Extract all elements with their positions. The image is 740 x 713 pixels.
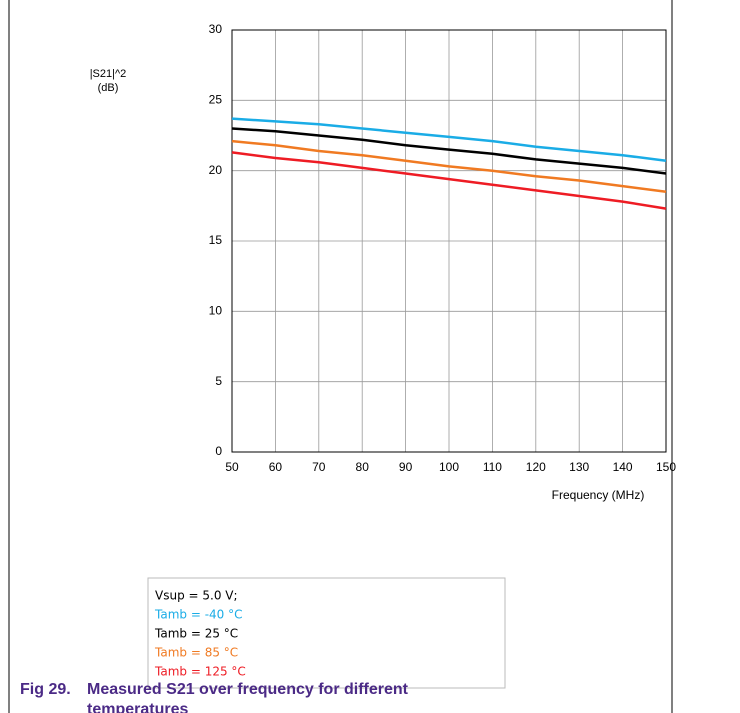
caption-line: temperatures <box>87 701 188 713</box>
y-tick-label: 10 <box>209 304 223 318</box>
plot-border <box>231 29 667 453</box>
legend-entry: Tamb = 125 °C <box>154 665 246 679</box>
x-tick-label: 70 <box>312 460 326 474</box>
y-tick-label: 15 <box>209 233 223 247</box>
series-line <box>231 139 667 194</box>
caption-line: Measured S21 over frequency for differen… <box>87 681 409 698</box>
y-axis-label: |S21|^2 <box>90 68 127 80</box>
legend: Vsup = 5.0 V; Tamb = -40 °C Tamb = 25 °C T… <box>154 589 246 679</box>
x-tick-label: 100 <box>439 460 459 474</box>
y-tick-label: 20 <box>209 163 223 177</box>
x-tick-label: 120 <box>526 460 546 474</box>
legend-entry: Tamb = 25 °C <box>154 627 238 641</box>
legend-entry: Tamb = 85 °C <box>154 646 238 660</box>
y-tick-label: 5 <box>215 374 222 388</box>
x-tick-label: 110 <box>483 460 502 474</box>
x-tick-label: 60 <box>269 460 283 474</box>
x-tick-label: 50 <box>225 460 239 474</box>
x-tick-label: 80 <box>356 460 370 474</box>
legend-box <box>147 577 506 689</box>
x-tick-label: 90 <box>399 460 413 474</box>
y-tick-label: 30 <box>209 22 223 36</box>
caption-label: Fig 29. <box>20 681 71 698</box>
x-tick-label: 150 <box>656 460 676 474</box>
series-line <box>231 127 667 175</box>
caption: Measured S21 over frequency for differen… <box>87 681 409 713</box>
legend-note: Vsup = 5.0 V; <box>155 589 238 603</box>
legend-entry: Tamb = -40 °C <box>154 608 242 622</box>
y-tick-label: 0 <box>215 444 222 458</box>
series-line <box>231 117 667 163</box>
y-axis-unit: (dB) <box>98 82 119 94</box>
x-tick-label: 130 <box>569 460 589 474</box>
y-tick-label: 25 <box>209 93 223 107</box>
x-axis-label: Frequency (MHz) <box>552 488 645 502</box>
series-line <box>231 151 667 210</box>
x-tick-label: 140 <box>613 460 633 474</box>
